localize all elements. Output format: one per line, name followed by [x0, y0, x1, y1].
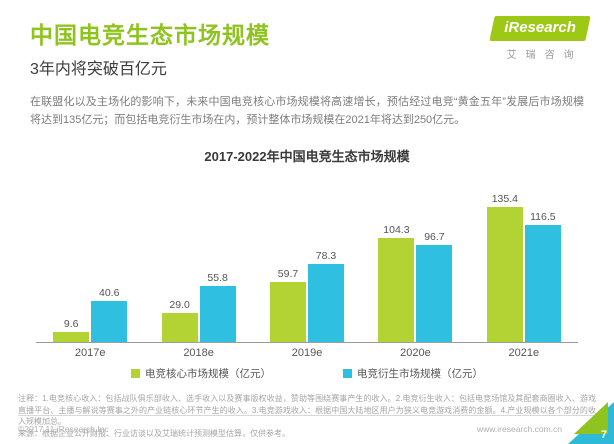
- bar-group-2017e: 9.6 40.6: [36, 287, 144, 343]
- chart-title: 2017-2022年中国电竞生态市场规模: [204, 149, 410, 165]
- bar-derivative-2017e: [91, 301, 128, 343]
- legend-item-derivative: 电竞衍生市场规模（亿元）: [343, 366, 483, 381]
- chart-plot: 9.6 40.6 29.0 55.8 59.7 78.3 104.3 96.7 135.4 116…: [36, 171, 578, 344]
- bar-core-2021e: [486, 207, 523, 343]
- bar-wrap: 104.3: [378, 224, 415, 343]
- bar-group-2018e: 29.0 55.8: [144, 272, 252, 343]
- bar-core-2019e: [270, 282, 307, 343]
- bar-value-label: 29.0: [169, 299, 190, 312]
- bar-group-2021e: 135.4 116.5: [470, 193, 578, 343]
- bar-derivative-2021e: [524, 225, 561, 343]
- x-axis-label-2021e: 2021e: [508, 347, 540, 360]
- bar-wrap: 59.7: [270, 268, 307, 343]
- page-title: 中国电竞生态市场规模: [30, 22, 270, 48]
- bar-value-label: 78.3: [315, 250, 337, 263]
- bar-value-label: 135.4: [491, 193, 518, 206]
- bar-wrap: 55.8: [199, 272, 236, 343]
- footnote-source: 来源：根据企业公开财报、行业访谈以及艾瑞统计预测模型估算，仅供参考。: [18, 428, 290, 438]
- x-axis-label-2018e: 2018e: [183, 347, 214, 360]
- bar-value-label: 40.6: [98, 287, 120, 300]
- logo-brand-text: iResearch: [504, 19, 577, 36]
- bar-value-label: 59.7: [277, 268, 299, 281]
- page-subtitle: 3年内将突破百亿元: [30, 61, 167, 78]
- footer-copyright: ©2017.11 iResearch Inc: [18, 424, 109, 434]
- bar-derivative-2019e: [308, 264, 345, 343]
- bar-chart: 9.6 40.6 29.0 55.8 59.7 78.3 104.3 96.7 135.4 116…: [36, 171, 578, 381]
- bar-wrap: 96.7: [416, 231, 453, 343]
- chart-legend: 电竞核心市场规模（亿元） 电竞衍生市场规模（亿元）: [36, 366, 578, 381]
- bar-wrap: 29.0: [161, 299, 198, 343]
- logo-chinese-name: 艾瑞咨询: [506, 50, 583, 61]
- x-axis-label-2017e: 2017e: [74, 347, 106, 360]
- footnote-notes: 注释：1.电竞核心收入：包括战队俱乐部收入、选手收入以及赛事版权收益，赞助等围绕…: [18, 394, 596, 427]
- bar-core-2020e: [378, 238, 415, 343]
- legend-label: 电竞衍生市场规模（亿元）: [357, 368, 483, 381]
- bar-derivative-2018e: [199, 286, 236, 343]
- bar-group-2019e: 59.7 78.3: [253, 250, 361, 343]
- bar-wrap: 116.5: [524, 211, 561, 343]
- intro-paragraph: 在联盟化以及主场化的影响下，未来中国电竞核心市场规模将高速增长，预估经过电竞“黄…: [30, 96, 584, 126]
- logo-badge: iResearch: [489, 16, 591, 41]
- bar-wrap: 135.4: [486, 193, 523, 343]
- legend-item-core: 电竞核心市场规模（亿元）: [131, 366, 271, 381]
- footnote: 注释：1.电竞核心收入：包括战队俱乐部收入、选手收入以及赛事版权收益，赞助等围绕…: [18, 393, 596, 439]
- bar-value-label: 116.5: [530, 211, 556, 224]
- bar-value-label: 104.3: [383, 224, 410, 237]
- page-number: 7: [600, 429, 607, 441]
- bar-core-2017e: [53, 332, 90, 343]
- header: 中国电竞生态市场规模 3年内将突破百亿元: [0, 0, 614, 79]
- chart-xaxis: 2017e 2018e 2019e 2020e 2021e: [36, 347, 578, 359]
- bar-group-2020e: 104.3 96.7: [361, 224, 469, 343]
- x-axis-label-2019e: 2019e: [291, 347, 323, 360]
- footer-divider: [18, 415, 596, 416]
- bar-value-label: 9.6: [63, 318, 79, 331]
- bar-wrap: 78.3: [308, 250, 345, 343]
- bar-value-label: 96.7: [424, 231, 445, 244]
- footer-website: www.iresearch.com.cn: [476, 424, 562, 434]
- x-axis-label-2020e: 2020e: [400, 347, 431, 360]
- bar-core-2018e: [161, 313, 198, 343]
- iresearch-logo: iResearch 艾瑞咨询: [489, 16, 591, 61]
- bar-wrap: 40.6: [91, 287, 128, 343]
- legend-label: 电竞核心市场规模（亿元）: [145, 368, 271, 381]
- bar-wrap: 9.6: [53, 318, 90, 343]
- legend-swatch-icon: [343, 369, 352, 379]
- footer: ©2017.11 iResearch Inc www.iresearch.com…: [18, 424, 596, 434]
- bar-value-label: 55.8: [207, 272, 228, 285]
- bar-derivative-2020e: [416, 245, 453, 343]
- legend-swatch-icon: [131, 369, 140, 379]
- corner-graphic: 7: [568, 402, 614, 444]
